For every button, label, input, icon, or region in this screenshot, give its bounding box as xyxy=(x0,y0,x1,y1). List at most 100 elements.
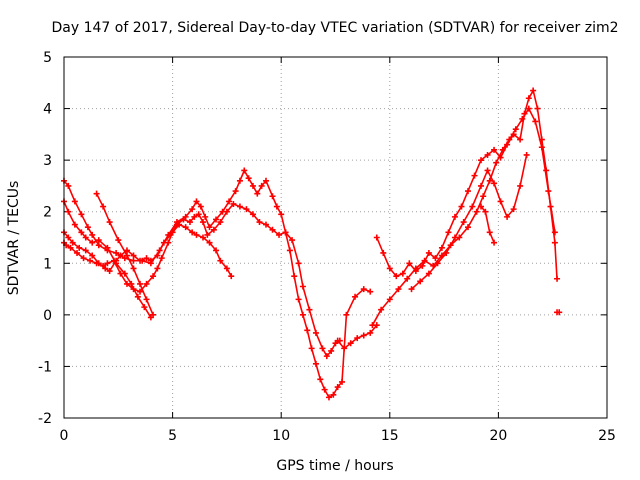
series-line xyxy=(480,205,495,244)
data-point xyxy=(278,211,285,218)
data-point xyxy=(523,151,530,158)
series-trace-e xyxy=(61,167,374,401)
data-point xyxy=(367,288,374,295)
data-point xyxy=(115,237,122,244)
data-point xyxy=(100,203,107,210)
data-point xyxy=(254,190,261,197)
data-point xyxy=(486,177,493,184)
data-point xyxy=(121,255,128,262)
data-point xyxy=(525,105,532,112)
data-point xyxy=(478,203,485,210)
data-point xyxy=(347,340,354,347)
data-point xyxy=(334,384,341,391)
data-point xyxy=(534,105,541,112)
data-point xyxy=(95,237,102,244)
data-point xyxy=(471,172,478,179)
data-series xyxy=(61,87,563,401)
data-point xyxy=(478,157,485,164)
data-point xyxy=(210,226,217,233)
data-point xyxy=(551,239,558,246)
data-point xyxy=(295,296,302,303)
data-point xyxy=(228,273,235,280)
x-tick-label: 15 xyxy=(381,428,399,444)
y-tick-label: -2 xyxy=(38,411,52,427)
data-point xyxy=(80,255,87,262)
data-point xyxy=(321,386,328,393)
data-point xyxy=(551,229,558,236)
data-point xyxy=(406,260,413,267)
data-point xyxy=(143,296,150,303)
data-point xyxy=(113,257,120,264)
data-point xyxy=(299,283,306,290)
data-point xyxy=(330,391,337,398)
data-point xyxy=(106,268,113,275)
data-point xyxy=(258,182,265,189)
data-point xyxy=(197,203,204,210)
data-point xyxy=(262,177,269,184)
data-point xyxy=(276,231,283,238)
data-point xyxy=(191,213,198,220)
data-point xyxy=(130,257,137,264)
data-point xyxy=(499,146,506,153)
data-point xyxy=(369,322,376,329)
data-point xyxy=(71,221,78,228)
series-trace-i xyxy=(408,151,530,293)
data-point xyxy=(286,247,293,254)
data-point xyxy=(525,95,532,102)
data-point xyxy=(202,213,209,220)
series-line xyxy=(375,89,558,280)
data-point xyxy=(319,345,326,352)
data-point xyxy=(186,219,193,226)
data-point xyxy=(213,216,220,223)
data-point xyxy=(289,237,296,244)
data-point xyxy=(93,190,100,197)
data-point xyxy=(262,221,269,228)
data-point xyxy=(491,180,498,187)
data-point xyxy=(130,265,137,272)
data-point xyxy=(519,115,526,122)
data-point xyxy=(282,229,289,236)
data-point xyxy=(217,257,224,264)
data-point xyxy=(373,234,380,241)
data-point xyxy=(434,260,441,267)
data-point xyxy=(532,118,539,125)
data-point xyxy=(130,252,137,259)
x-tick-label: 10 xyxy=(272,428,290,444)
data-point xyxy=(308,345,315,352)
data-point xyxy=(367,329,374,336)
data-point xyxy=(506,136,513,143)
data-point xyxy=(104,260,111,267)
data-point xyxy=(451,213,458,220)
data-point xyxy=(341,345,348,352)
data-point xyxy=(241,167,248,174)
data-point xyxy=(182,213,189,220)
data-point xyxy=(189,206,196,213)
x-tick-labels: 0 5 10 15 20 25 xyxy=(60,428,616,444)
data-point xyxy=(497,198,504,205)
data-point xyxy=(78,229,85,236)
data-point xyxy=(393,273,400,280)
data-point xyxy=(269,226,276,233)
data-point xyxy=(182,224,189,231)
data-point xyxy=(226,198,233,205)
data-point xyxy=(360,332,367,339)
data-point xyxy=(399,270,406,277)
y-tick-label: 0 xyxy=(43,308,52,324)
data-point xyxy=(87,257,94,264)
data-point xyxy=(417,278,424,285)
data-point xyxy=(360,286,367,293)
data-point xyxy=(195,211,202,218)
data-point xyxy=(269,193,276,200)
data-point xyxy=(123,280,130,287)
series-trace-c xyxy=(61,200,343,360)
series-trace-d xyxy=(93,190,157,318)
data-point xyxy=(517,136,524,143)
data-point xyxy=(65,208,72,215)
data-point xyxy=(438,244,445,251)
x-axis-label: GPS time / hours xyxy=(276,458,393,474)
data-point xyxy=(249,211,256,218)
series-trace-j xyxy=(478,203,498,246)
data-point xyxy=(291,273,298,280)
data-point xyxy=(299,311,306,318)
